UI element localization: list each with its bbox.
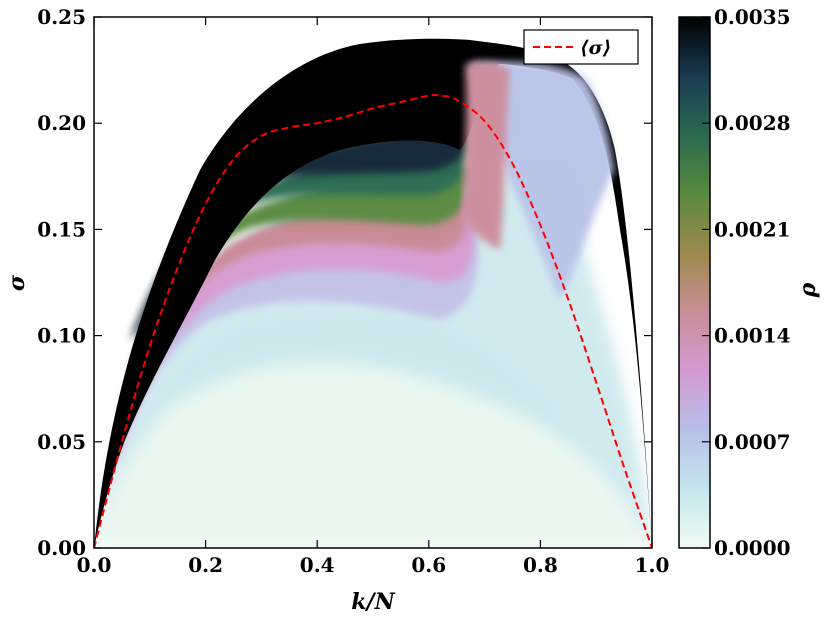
legend-box: [523, 29, 639, 65]
y-tick-label: 0.15: [37, 217, 86, 241]
legend: ⟨σ⟩: [523, 29, 639, 65]
series-line-mean-sigma: [94, 93, 652, 548]
legend-label: ⟨σ⟩: [580, 37, 611, 59]
density-region-pink: [108, 200, 474, 470]
colorbar-tick-label: 0.0028: [714, 111, 791, 135]
y-tick-label: 0.10: [37, 324, 86, 348]
density-plateau-left: [462, 62, 510, 251]
colorbar: 0.0000 0.0007 0.0014 0.0021 0.0028 0.0035 ρ: [678, 5, 821, 560]
x-axis: 0.0 0.2 0.4 0.6 0.8 1.0: [77, 17, 670, 577]
y-axis-label: σ: [4, 274, 30, 291]
y-tick-label: 0.25: [37, 5, 86, 29]
colorbar-tick-label: 0.0021: [714, 217, 791, 241]
y-tick-label: 0.05: [37, 430, 86, 454]
y-tick-label: 0.00: [37, 536, 86, 560]
colorbar-tick-label: 0.0014: [714, 324, 791, 348]
colorbar-label: ρ: [795, 282, 821, 298]
density-region-black: [94, 38, 652, 548]
colorbar-ticks: 0.0000 0.0007 0.0014 0.0021 0.0028 0.0035: [702, 5, 791, 560]
x-tick-label: 0.4: [300, 553, 335, 577]
y-tick-label: 0.20: [37, 111, 86, 135]
colorbar-tick-label: 0.0035: [714, 5, 791, 29]
plot-frame: [93, 16, 653, 549]
x-axis-label: k/N: [351, 589, 395, 615]
colorbar-tick-label: 0.0000: [714, 536, 791, 560]
density-heatmap: [94, 38, 652, 548]
colorbar-tick-label: 0.0007: [714, 430, 791, 454]
x-tick-label: 0.8: [523, 553, 558, 577]
x-tick-label: 0.6: [411, 553, 446, 577]
x-tick-label: 0.0: [77, 553, 112, 577]
y-axis: 0.00 0.05 0.10 0.15 0.20 0.25: [37, 5, 652, 560]
x-tick-label: 0.2: [188, 553, 223, 577]
x-tick-label: 1.0: [635, 553, 670, 577]
colorbar-gradient: [678, 16, 711, 549]
